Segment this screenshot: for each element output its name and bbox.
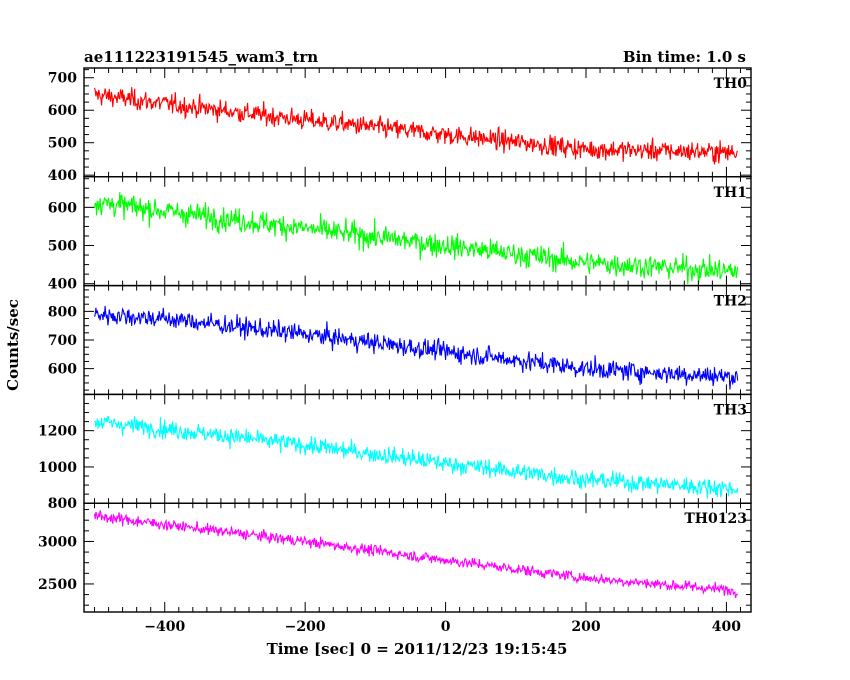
panel-th0: 400 500 600 700 TH0	[48, 67, 752, 184]
panel-th0123: 2500 3000 TH0123	[38, 502, 752, 613]
y-tick-label: 2500	[38, 577, 77, 593]
series-line-th1	[93, 192, 739, 285]
y-tick-label: 600	[48, 103, 77, 119]
y-tick-label: 600	[48, 200, 77, 216]
series-line-th0	[93, 87, 739, 165]
y-tick-label: 700	[48, 71, 77, 87]
x-tick-label: 200	[571, 619, 600, 635]
panel-label: TH1	[714, 185, 747, 201]
panel-th1: 400 500 600 TH1	[48, 176, 752, 293]
y-tick-label: 600	[48, 362, 77, 378]
panel-th2: 600 700 800 TH2	[48, 284, 752, 396]
y-tick-label: 1000	[38, 460, 77, 476]
x-tick-label: −200	[285, 619, 326, 635]
y-tick-label: 700	[48, 333, 77, 349]
panel-label: TH0	[714, 76, 748, 92]
y-axis-label: Counts/sec	[4, 299, 22, 391]
panel-label: TH0123	[684, 511, 747, 527]
series-line-th0123	[93, 510, 739, 599]
chart-title: ae111223191545_wam3_trn	[84, 48, 318, 66]
y-tick-label: 1200	[38, 424, 77, 440]
series-line-th3	[94, 415, 739, 499]
panel-label: TH2	[714, 294, 747, 310]
y-tick-label: 800	[48, 496, 77, 512]
x-tick-label: 400	[712, 619, 741, 635]
y-tick-label: 500	[48, 136, 77, 152]
bin-time-label: Bin time: 1.0 s	[623, 48, 746, 66]
x-tick-label: −400	[144, 619, 185, 635]
panel-th3: 800 1000 1200 TH3	[38, 393, 752, 512]
y-tick-label: 3000	[38, 534, 77, 550]
panel-label: TH3	[714, 402, 747, 418]
panel-frame	[83, 67, 752, 178]
x-tick-label: 0	[441, 619, 451, 635]
panel-frame	[83, 284, 752, 396]
x-axis-label: Time [sec] 0 = 2011/12/23 19:15:45	[267, 640, 568, 658]
panels-group: 400 500 600 700 TH0 400 500 600 TH1 600 700 800 TH2 8…	[38, 67, 752, 613]
series-line-th2	[93, 305, 739, 390]
y-tick-label: 800	[48, 304, 77, 320]
x-axis: −400 −200 0 200 400	[144, 619, 741, 635]
y-tick-label: 500	[48, 239, 77, 255]
y-tick-label: 400	[48, 168, 77, 184]
y-tick-label: 400	[48, 277, 77, 293]
